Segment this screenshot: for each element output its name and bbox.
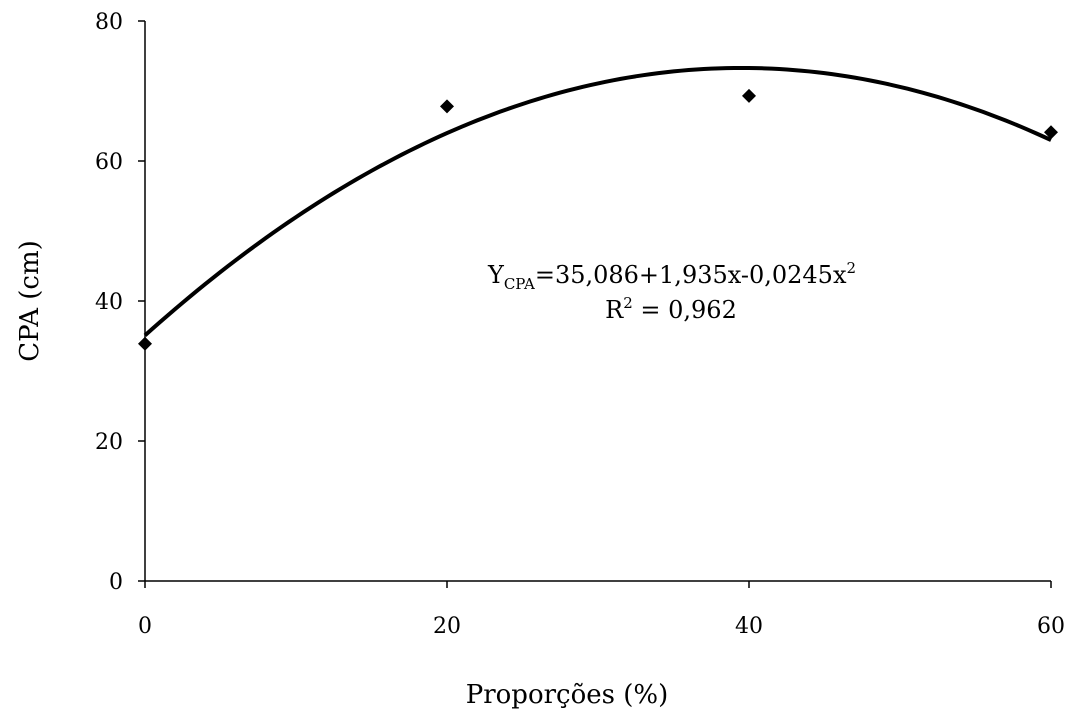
x-tick-label: 40 (735, 614, 763, 639)
axes: 0 20 40 60 80 0 20 40 60 (95, 10, 1065, 639)
y-tick-label: 60 (95, 150, 123, 175)
r-squared-value: = 0,962 (633, 296, 737, 324)
data-point-marker (1044, 125, 1058, 140)
equation-text: YCPA=35,086+1,935x-0,0245x2 (487, 259, 856, 293)
x-tick-label: 20 (433, 614, 461, 639)
r-squared-prefix: R (605, 296, 624, 324)
regression-equation: YCPA=35,086+1,935x-0,0245x2 R2 = 0,962 (487, 259, 856, 324)
plot-area (138, 65, 1058, 351)
equation-y: Y (487, 261, 505, 289)
data-point-marker (742, 88, 756, 103)
y-tick-label: 0 (109, 570, 123, 595)
y-tick-label: 40 (95, 290, 123, 315)
equation-subscript: CPA (504, 275, 535, 293)
y-axis-ticks: 0 20 40 60 80 (95, 10, 145, 595)
x-axis-ticks: 0 20 40 60 (138, 581, 1065, 639)
equation-body: =35,086+1,935x-0,0245x (535, 261, 847, 289)
data-point-marker (440, 99, 454, 114)
y-tick-label: 80 (95, 10, 123, 35)
data-points (138, 88, 1058, 351)
r-squared-exponent: 2 (623, 294, 633, 312)
equation-exponent: 2 (846, 259, 856, 277)
x-axis-title: Proporções (%) (466, 680, 669, 710)
y-tick-label: 20 (95, 430, 123, 455)
x-tick-label: 60 (1037, 614, 1065, 639)
trendline-curve (143, 65, 1052, 337)
y-axis-title: CPA (cm) (15, 240, 45, 362)
r-squared-text: R2 = 0,962 (605, 294, 737, 324)
x-tick-label: 0 (138, 614, 152, 639)
